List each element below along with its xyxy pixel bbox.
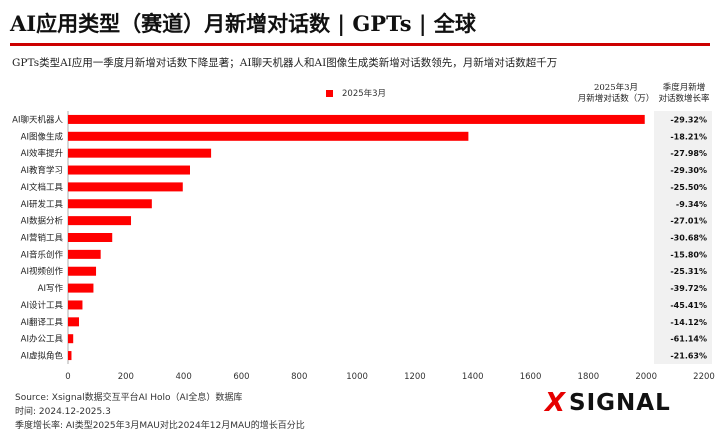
category-label: AI虚拟角色 bbox=[21, 351, 64, 362]
growth-header-line1: 季度月新增 bbox=[662, 83, 706, 93]
growth-header-line2: 对话数增长率 bbox=[658, 94, 710, 104]
x-tick-label: 1600 bbox=[520, 372, 542, 382]
category-label: AI教育学习 bbox=[21, 165, 63, 176]
growth-rate-label: -15.80% bbox=[670, 250, 707, 259]
category-label: AI办公工具 bbox=[21, 334, 64, 345]
x-tick-label: 1400 bbox=[462, 372, 484, 382]
growth-rate-label: -18.21% bbox=[670, 132, 707, 141]
logo-mark: X bbox=[545, 388, 567, 418]
category-label: AI图像生成 bbox=[21, 131, 64, 142]
bar bbox=[68, 216, 132, 226]
category-label: AI翻译工具 bbox=[21, 318, 64, 328]
page-subtitle: GPTs类型AI应用一季度月新增对话数下降显著；AI聊天机器人和AI图像生成类新… bbox=[12, 57, 558, 69]
category-label: AI效率提升 bbox=[21, 148, 64, 159]
growth-rate-panel bbox=[654, 111, 712, 364]
legend-swatch bbox=[326, 89, 333, 97]
category-label: AI聊天机器人 bbox=[12, 114, 63, 125]
chart-legend: 2025年3月 bbox=[326, 87, 386, 99]
x-tick-label: 800 bbox=[291, 372, 307, 382]
category-label: AI设计工具 bbox=[21, 300, 64, 311]
growth-rate-label: -30.68% bbox=[670, 234, 707, 243]
x-tick-label: 2200 bbox=[693, 372, 715, 382]
bar bbox=[68, 249, 101, 259]
footer-note: 季度增长率: AI类型2025年3月MAU对比2024年12月MAU的增长百分比 bbox=[15, 421, 305, 431]
growth-rate-label: -29.30% bbox=[670, 166, 707, 175]
growth-rate-label: -27.01% bbox=[670, 217, 707, 226]
growth-rate-label: -14.12% bbox=[670, 318, 707, 327]
bar bbox=[68, 300, 83, 310]
x-tick-label: 2000 bbox=[635, 372, 657, 382]
category-label: AI文档工具 bbox=[21, 182, 64, 193]
growth-rate-label: -9.34% bbox=[676, 200, 707, 209]
growth-rate-label: -25.31% bbox=[670, 267, 707, 276]
growth-rate-label: -25.50% bbox=[670, 183, 707, 192]
bar bbox=[68, 283, 94, 293]
xsignal-logo: X SIGNAL bbox=[545, 388, 671, 418]
growth-rate-label: -21.63% bbox=[670, 352, 707, 361]
bar bbox=[68, 131, 469, 141]
logo-text: SIGNAL bbox=[569, 390, 671, 416]
x-tick-label: 1800 bbox=[578, 372, 600, 382]
growth-rate-label: -45.41% bbox=[670, 301, 707, 310]
value-column-header: 2025年3月 月新增对话数（万） bbox=[560, 83, 672, 105]
page-title: AI应用类型（赛道）月新增对话数 | GPTs | 全球 bbox=[10, 11, 476, 36]
category-label: AI营销工具 bbox=[21, 233, 64, 244]
growth-rate-label: -61.14% bbox=[670, 335, 707, 344]
footer-source: Source: Xsignal数据交互平台AI Holo（AI全息）数据库 bbox=[15, 393, 243, 403]
bar bbox=[68, 233, 113, 242]
x-tick-label: 600 bbox=[233, 372, 249, 382]
bar bbox=[68, 317, 79, 327]
category-label: AI视频创作 bbox=[21, 266, 64, 277]
x-tick-label: 200 bbox=[118, 372, 134, 382]
value-header-line1: 2025年3月 bbox=[593, 83, 639, 93]
bar bbox=[68, 114, 645, 124]
title-divider bbox=[10, 43, 710, 46]
growth-column-header: 季度月新增 对话数增长率 bbox=[652, 83, 716, 105]
category-label: AI研发工具 bbox=[21, 199, 64, 210]
x-tick-label: 1200 bbox=[404, 372, 426, 382]
x-tick-label: 0 bbox=[65, 372, 70, 382]
bar bbox=[68, 351, 72, 361]
category-label: AI写作 bbox=[38, 283, 64, 294]
x-tick-label: 400 bbox=[176, 372, 192, 382]
bar bbox=[68, 148, 212, 158]
bar bbox=[68, 266, 97, 276]
growth-rate-label: -29.32% bbox=[670, 115, 707, 124]
x-tick-label: 1000 bbox=[346, 372, 368, 382]
category-label: AI音乐创作 bbox=[21, 249, 64, 260]
legend-label: 2025年3月 bbox=[342, 89, 387, 99]
growth-rate-label: -27.98% bbox=[670, 149, 707, 158]
footer-period: 时间: 2024.12-2025.3 bbox=[15, 407, 111, 417]
growth-rate-label: -39.72% bbox=[670, 284, 707, 293]
bar bbox=[68, 199, 152, 209]
bar bbox=[68, 182, 183, 192]
bar bbox=[68, 165, 190, 175]
category-label: AI数据分析 bbox=[21, 216, 64, 227]
value-header-line2: 月新增对话数（万） bbox=[577, 94, 655, 104]
bar bbox=[68, 334, 74, 344]
